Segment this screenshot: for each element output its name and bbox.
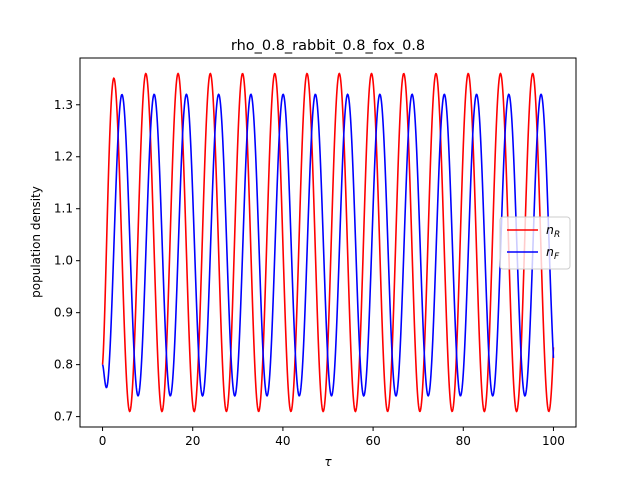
x-axis-label: τ [324,455,332,469]
x-tick-label-0: 0 [99,434,107,448]
y-tick-label-4: 1.1 [54,202,73,216]
axes-frame [79,57,577,428]
x-axis: 0 20 40 60 80 100 [99,427,565,448]
legend-box [499,216,571,270]
x-tick-label-2: 40 [275,434,290,448]
y-tick-label-6: 1.3 [54,98,73,112]
plot-area [79,57,577,428]
chart-title: rho_0.8_rabbit_0.8_fox_0.8 [231,38,425,54]
x-tick-label-4: 80 [456,434,471,448]
y-tick-label-2: 0.9 [54,306,73,320]
legend: nR nF [499,216,571,270]
series-line-f [101,93,555,397]
series-line-r [101,72,555,413]
y-tick-label-1: 0.8 [54,358,73,372]
legend-label-f: nF [546,244,560,262]
y-tick-label-3: 1.0 [54,254,73,268]
legend-label-r: nR [546,222,560,240]
x-tick-label-1: 20 [185,434,200,448]
y-axis-label: population density [29,186,43,298]
y-tick-label-0: 0.7 [54,410,73,424]
x-tick-label-3: 60 [365,434,380,448]
x-tick-label-5: 100 [542,434,565,448]
y-tick-label-5: 1.2 [54,150,73,164]
series-group [101,72,555,413]
y-axis: 0.7 0.8 0.9 1.0 1.1 1.2 1.3 [54,98,80,424]
